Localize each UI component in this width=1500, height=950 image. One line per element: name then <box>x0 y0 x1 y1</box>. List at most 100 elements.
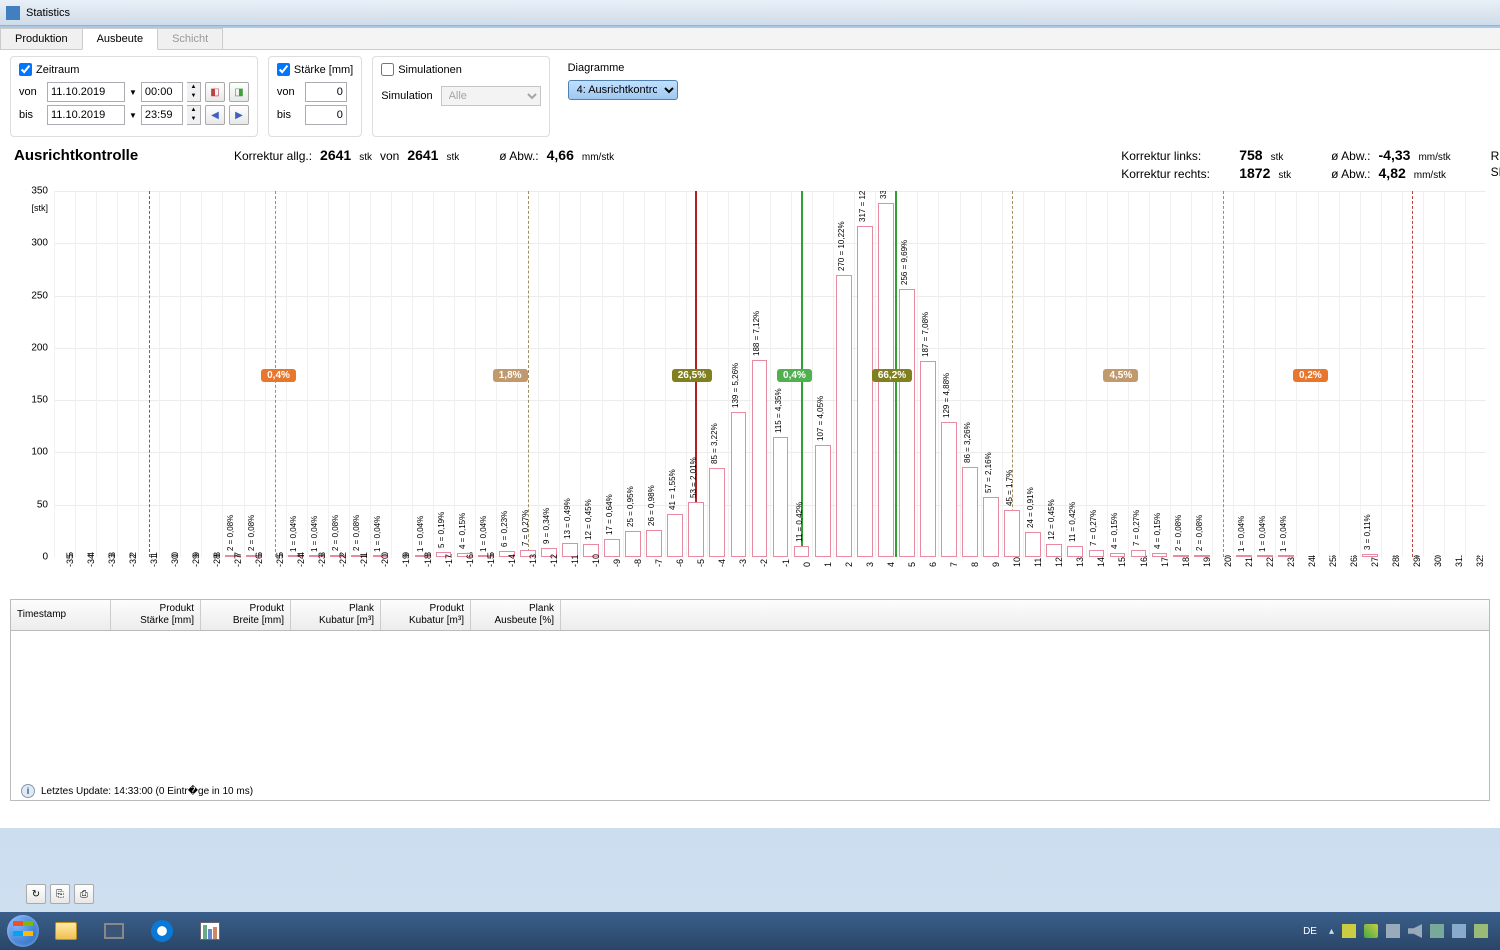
ytick-label: 50 <box>37 499 48 510</box>
tray-misc2-icon[interactable] <box>1452 924 1466 938</box>
chart-bar-label: 1 = 0,04% <box>1258 516 1267 552</box>
cal-prev-icon[interactable]: ◀ <box>205 105 225 125</box>
xtick-label: 3 <box>865 562 875 567</box>
chart-bar-label: 187 = 7,08% <box>921 312 930 357</box>
grid-column-header[interactable]: PlankAusbeute [%] <box>471 600 561 630</box>
xtick-label: -28 <box>212 554 222 567</box>
diagramme-group: Diagramme 4: Ausrichtkontrolle <box>560 56 686 137</box>
xtick-label: 25 <box>1328 557 1338 567</box>
staerke-checkbox[interactable] <box>277 63 290 76</box>
chart-badge: 0,4% <box>777 369 812 382</box>
staerke-bis-input[interactable] <box>305 105 347 125</box>
links-abw-label: ø Abw.: <box>1331 149 1370 163</box>
float-btn-2[interactable]: ⎘ <box>50 884 70 904</box>
von-time-input[interactable] <box>141 82 183 102</box>
staerke-von-input[interactable] <box>305 82 347 102</box>
staerke-von-label: von <box>277 86 301 98</box>
chart-bar-label: 7 = 0,27% <box>1089 509 1098 545</box>
tray-misc3-icon[interactable] <box>1474 924 1488 938</box>
chart-bar-label: 1 = 0,04% <box>416 516 425 552</box>
xtick-label: -10 <box>591 554 601 567</box>
xtick-label: 6 <box>928 562 938 567</box>
staerke-group: Stärke [mm] von bis <box>268 56 362 137</box>
chart-bar-label: 1 = 0,04% <box>479 516 488 552</box>
allg-label: Korrektur allg.: <box>234 149 312 163</box>
tray-network-icon[interactable] <box>1386 924 1400 938</box>
tray-misc1-icon[interactable] <box>1430 924 1444 938</box>
von-time-spinner[interactable]: ▲▼ <box>187 82 201 102</box>
data-grid: TimestampProduktStärke [mm]ProduktBreite… <box>10 599 1490 801</box>
task-teamviewer-icon[interactable] <box>139 916 185 946</box>
xtick-label: 20 <box>1223 557 1233 567</box>
xtick-label: 13 <box>1075 557 1085 567</box>
chart-bar <box>794 546 810 558</box>
simulation-checkbox[interactable] <box>381 63 394 76</box>
tab-ausbeute[interactable]: Ausbeute <box>82 28 158 50</box>
diagramme-select[interactable]: 4: Ausrichtkontrolle <box>568 80 678 100</box>
cal-next-icon[interactable]: ▶ <box>229 105 249 125</box>
tray-sound-icon[interactable] <box>1408 924 1422 938</box>
start-button[interactable] <box>4 912 42 950</box>
chart-bar <box>920 361 936 557</box>
von-date-input[interactable] <box>47 82 125 102</box>
chart-vline <box>149 191 150 557</box>
chart-bar-label: 11 = 0,42% <box>795 501 804 541</box>
chart-bar-label: 26 = 0,98% <box>647 485 656 526</box>
allg-unit2: stk <box>446 152 459 163</box>
xtick-label: 7 <box>949 562 959 567</box>
grid-column-header[interactable]: ProduktStärke [mm] <box>111 600 201 630</box>
tray-shield-icon[interactable] <box>1364 924 1378 938</box>
xtick-label: -14 <box>507 554 517 567</box>
xtick-label: 12 <box>1054 557 1064 567</box>
task-stats-icon[interactable] <box>187 916 233 946</box>
chart-bar <box>709 468 725 557</box>
chart-bar-label: 115 = 4,35% <box>774 388 783 433</box>
xtick-label: 23 <box>1286 557 1296 567</box>
grid-column-header[interactable]: Timestamp <box>11 600 111 630</box>
float-btn-3[interactable]: ⎙ <box>74 884 94 904</box>
links-val: 758 <box>1239 147 1262 163</box>
cal-day-icon[interactable]: ◧ <box>205 82 225 102</box>
xtick-label: 5 <box>907 562 917 567</box>
staerke-bis-label: bis <box>277 109 301 121</box>
chart-badge: 1,8% <box>493 369 528 382</box>
window-title: Statistics <box>26 7 70 19</box>
chart-yaxis: [stk] 050100150200250300350 <box>10 191 52 557</box>
chart-bar-label: 86 = 3,26% <box>963 422 972 463</box>
grid-column-header[interactable]: ProduktBreite [mm] <box>201 600 291 630</box>
bis-time-spinner[interactable]: ▲▼ <box>187 105 201 125</box>
simulation-select[interactable]: Alle <box>441 86 541 106</box>
tray-arrow-icon[interactable]: ▴ <box>1329 926 1334 937</box>
ytick-label: 300 <box>31 238 48 249</box>
xtick-label: -12 <box>549 554 559 567</box>
chart-bar-label: 24 = 0,91% <box>1026 487 1035 528</box>
xtick-label: 18 <box>1181 557 1191 567</box>
links-abw-val: -4,33 <box>1379 147 1411 163</box>
chart-vline <box>1412 191 1413 557</box>
chart-bar-label: 1 = 0,04% <box>289 516 298 552</box>
tab-schicht: Schicht <box>157 28 223 49</box>
bis-time-input[interactable] <box>141 105 183 125</box>
grid-column-header[interactable]: PlankKubatur [m³] <box>291 600 381 630</box>
tray-lang[interactable]: DE <box>1299 924 1321 939</box>
von-label: von <box>19 86 43 98</box>
chart-bar-label: 1 = 0,04% <box>373 516 382 552</box>
chart-bar <box>646 530 662 557</box>
float-btn-1[interactable]: ↻ <box>26 884 46 904</box>
chart-bar-label: 2 = 0,08% <box>352 515 361 551</box>
chart-badge: 0,2% <box>1293 369 1328 382</box>
xtick-label: -15 <box>486 554 496 567</box>
task-monitor-icon[interactable] <box>91 916 137 946</box>
tab-produktion[interactable]: Produktion <box>0 28 83 49</box>
chart-bar-label: 270 = 10,22% <box>837 221 846 271</box>
rechts-abw-label: ø Abw.: <box>1331 167 1370 181</box>
task-explorer-icon[interactable] <box>43 916 89 946</box>
chart-bar-label: 5 = 0,19% <box>437 512 446 548</box>
xtick-label: 1 <box>823 562 833 567</box>
grid-column-header[interactable]: ProduktKubatur [m³] <box>381 600 471 630</box>
zeitraum-checkbox[interactable] <box>19 63 32 76</box>
bis-date-input[interactable] <box>47 105 125 125</box>
cal-range-icon[interactable]: ◨ <box>229 82 249 102</box>
tray-flag-icon[interactable] <box>1342 924 1356 938</box>
chart-bar <box>1004 510 1020 557</box>
